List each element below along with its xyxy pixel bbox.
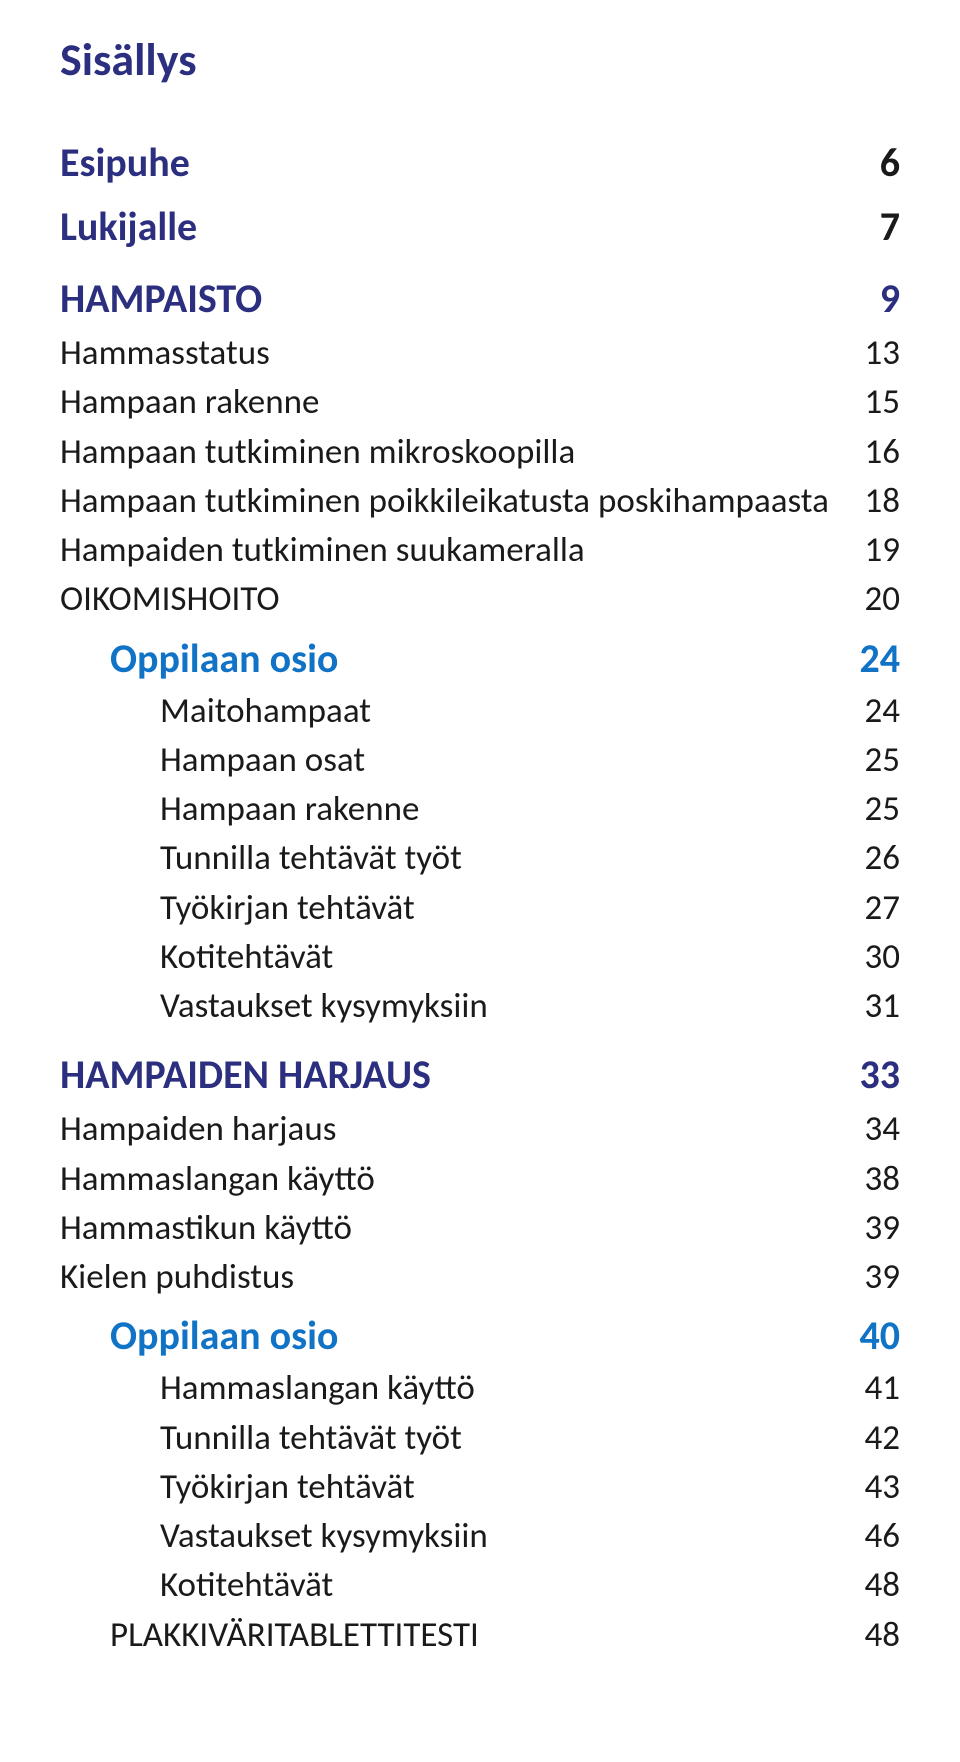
toc-label: Vastaukset kysymyksiin: [110, 983, 840, 1030]
toc-pagenum: 43: [840, 1464, 900, 1511]
toc-label: Hammaslangan käyttö: [60, 1156, 840, 1203]
toc-label: Hampaiden harjaus: [60, 1106, 840, 1153]
toc-row: OIKOMISHOITO20: [60, 576, 900, 623]
toc-row: Hammastikun käyttö39: [60, 1205, 900, 1252]
toc-row: HAMPAIDEN HARJAUS33: [60, 1048, 900, 1102]
toc-row: Kielen puhdistus39: [60, 1254, 900, 1301]
toc-pagenum: 38: [840, 1156, 900, 1203]
toc-pagenum: 9: [840, 272, 900, 326]
toc-pagenum: 26: [840, 835, 900, 882]
toc-row: Esipuhe6: [60, 136, 900, 190]
toc-label: PLAKKIVÄRITABLETTITESTI: [60, 1612, 840, 1659]
toc-row: Kotitehtävät30: [60, 934, 900, 981]
toc-pagenum: 48: [840, 1612, 900, 1659]
toc-row: Hammaslangan käyttö38: [60, 1156, 900, 1203]
toc-row: Tunnilla tehtävät työt42: [60, 1415, 900, 1462]
toc-pagenum: 39: [840, 1205, 900, 1252]
toc-title: Sisällys: [60, 32, 900, 88]
toc-list: Esipuhe6Lukijalle7HAMPAISTO9Hammasstatus…: [60, 136, 900, 1659]
toc-pagenum: 6: [840, 136, 900, 190]
toc-pagenum: 25: [840, 786, 900, 833]
toc-label: HAMPAIDEN HARJAUS: [60, 1048, 840, 1102]
toc-row: Tunnilla tehtävät työt26: [60, 835, 900, 882]
toc-row: Hampaan rakenne15: [60, 379, 900, 426]
toc-row: Oppilaan osio40: [60, 1309, 900, 1363]
toc-row: Hampaan tutkiminen mikroskoopilla16: [60, 429, 900, 476]
toc-label: HAMPAISTO: [60, 272, 840, 326]
toc-label: Hammasstatus: [60, 330, 840, 377]
toc-label: Esipuhe: [60, 136, 840, 190]
toc-pagenum: 41: [840, 1365, 900, 1412]
toc-label: Työkirjan tehtävät: [110, 1464, 840, 1511]
toc-row: Hampaan rakenne25: [60, 786, 900, 833]
toc-label: Tunnilla tehtävät työt: [110, 835, 840, 882]
toc-row: Työkirjan tehtävät43: [60, 1464, 900, 1511]
toc-pagenum: 15: [840, 379, 900, 426]
toc-pagenum: 19: [840, 527, 900, 574]
toc-label: Vastaukset kysymyksiin: [110, 1513, 840, 1560]
toc-pagenum: 13: [840, 330, 900, 377]
toc-pagenum: 33: [840, 1048, 900, 1102]
toc-label: Hampaan tutkiminen poikkileikatusta posk…: [60, 478, 840, 525]
toc-pagenum: 27: [840, 885, 900, 932]
toc-pagenum: 25: [840, 737, 900, 784]
toc-pagenum: 24: [840, 632, 900, 686]
toc-label: Hampaan rakenne: [60, 379, 840, 426]
toc-row: Maitohampaat24: [60, 688, 900, 735]
toc-label: Tunnilla tehtävät työt: [110, 1415, 840, 1462]
toc-pagenum: 34: [840, 1106, 900, 1153]
toc-row: Työkirjan tehtävät27: [60, 885, 900, 932]
toc-label: Maitohampaat: [110, 688, 840, 735]
toc-row: Vastaukset kysymyksiin46: [60, 1513, 900, 1560]
toc-label: Hampaiden tutkiminen suukameralla: [60, 527, 840, 574]
toc-pagenum: 16: [840, 429, 900, 476]
toc-label: Oppilaan osio: [60, 632, 840, 686]
toc-label: Kielen puhdistus: [60, 1254, 840, 1301]
toc-label: Hampaan tutkiminen mikroskoopilla: [60, 429, 840, 476]
toc-row: HAMPAISTO9: [60, 272, 900, 326]
toc-pagenum: 48: [840, 1562, 900, 1609]
toc-label: Hampaan osat: [110, 737, 840, 784]
toc-label: Kotitehtävät: [110, 1562, 840, 1609]
toc-row: PLAKKIVÄRITABLETTITESTI48: [60, 1612, 900, 1659]
toc-pagenum: 30: [840, 934, 900, 981]
toc-row: Hammaslangan käyttö41: [60, 1365, 900, 1412]
toc-label: Kotitehtävät: [110, 934, 840, 981]
toc-pagenum: 39: [840, 1254, 900, 1301]
toc-pagenum: 31: [840, 983, 900, 1030]
toc-row: Kotitehtävät48: [60, 1562, 900, 1609]
toc-pagenum: 20: [840, 576, 900, 623]
toc-label: OIKOMISHOITO: [60, 576, 840, 623]
toc-pagenum: 42: [840, 1415, 900, 1462]
toc-label: Hampaan rakenne: [110, 786, 840, 833]
toc-label: Hammaslangan käyttö: [110, 1365, 840, 1412]
toc-pagenum: 40: [840, 1309, 900, 1363]
toc-row: Vastaukset kysymyksiin31: [60, 983, 900, 1030]
toc-row: Oppilaan osio24: [60, 632, 900, 686]
toc-row: Hampaan osat25: [60, 737, 900, 784]
toc-pagenum: 46: [840, 1513, 900, 1560]
toc-row: Hammasstatus13: [60, 330, 900, 377]
toc-row: Hampaan tutkiminen poikkileikatusta posk…: [60, 478, 900, 525]
toc-row: Hampaiden harjaus34: [60, 1106, 900, 1153]
toc-row: Lukijalle7: [60, 200, 900, 254]
toc-pagenum: 24: [840, 688, 900, 735]
toc-page: Sisällys Esipuhe6Lukijalle7HAMPAISTO9Ham…: [0, 0, 960, 1762]
toc-label: Työkirjan tehtävät: [110, 885, 840, 932]
toc-pagenum: 7: [840, 200, 900, 254]
toc-label: Hammastikun käyttö: [60, 1205, 840, 1252]
toc-pagenum: 18: [840, 478, 900, 525]
toc-row: Hampaiden tutkiminen suukameralla19: [60, 527, 900, 574]
toc-label: Oppilaan osio: [60, 1309, 840, 1363]
toc-label: Lukijalle: [60, 200, 840, 254]
